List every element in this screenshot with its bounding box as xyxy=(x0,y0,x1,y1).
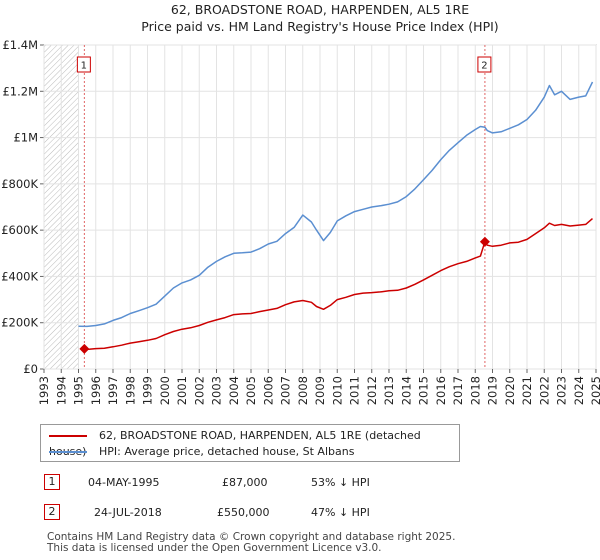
x-tick-label: 2011 xyxy=(348,376,362,405)
x-tick-label: 1996 xyxy=(89,376,103,405)
footer: Contains HM Land Registry data © Crown c… xyxy=(47,532,455,554)
sale-label-box xyxy=(76,56,91,73)
legend-line-property xyxy=(49,435,87,437)
footer-line-2: This data is licensed under the Open Gov… xyxy=(47,542,382,554)
legend-item-property: 62, BROADSTONE ROAD, HARPENDEN, AL5 1RE … xyxy=(49,428,459,458)
x-tick-label: 2002 xyxy=(192,376,206,405)
price-chart: 62, BROADSTONE ROAD, HARPENDEN, AL5 1RE … xyxy=(1,2,600,405)
sale-row: 1 04-MAY-1995 £87,000 53% ↓ HPI xyxy=(44,474,404,492)
series-line xyxy=(84,218,593,351)
x-tick-label: 2009 xyxy=(313,376,327,405)
sale-hpi: 47% ↓ HPI xyxy=(311,506,370,519)
y-tick-label: £0 xyxy=(23,362,38,376)
x-tick-label: 2014 xyxy=(399,376,413,405)
x-tick-label: 2010 xyxy=(330,376,344,405)
x-tick-label: 2008 xyxy=(296,376,310,405)
x-tick-label: 2006 xyxy=(261,376,275,405)
x-tick-label: 1995 xyxy=(72,376,86,405)
x-tick-label: 2022 xyxy=(537,376,551,405)
legend-line-hpi xyxy=(49,451,87,453)
chart-subtitle: Price paid vs. HM Land Registry's House … xyxy=(141,19,498,34)
x-tick-label: 2021 xyxy=(520,376,534,405)
x-tick-label: 2013 xyxy=(382,376,396,405)
y-tick-label: £1.4M xyxy=(2,38,38,52)
sale-hpi: 53% ↓ HPI xyxy=(311,476,370,489)
x-tick-label: 1998 xyxy=(123,376,137,405)
legend: 62, BROADSTONE ROAD, HARPENDEN, AL5 1RE … xyxy=(40,424,460,462)
x-tick-label: 2017 xyxy=(451,376,465,405)
sale-date: 24-JUL-2018 xyxy=(94,506,162,519)
sale-point xyxy=(79,343,90,354)
x-tick-label: 2024 xyxy=(572,376,586,405)
sale-badge: 2 xyxy=(44,504,60,520)
y-tick-label: £400K xyxy=(1,269,38,283)
sale-label: 1 xyxy=(81,61,87,72)
x-tick-label: 2025 xyxy=(589,376,600,405)
y-tick-label: £800K xyxy=(1,177,38,191)
sale-date: 04-MAY-1995 xyxy=(88,476,160,489)
x-tick-label: 1993 xyxy=(37,376,51,405)
series-line xyxy=(78,81,594,328)
sale-price: £550,000 xyxy=(217,506,270,519)
footer-line-1: Contains HM Land Registry data © Crown c… xyxy=(47,531,456,543)
x-tick-label: 1997 xyxy=(106,376,120,405)
x-tick-label: 1994 xyxy=(54,376,68,405)
sale-price: £87,000 xyxy=(222,476,268,489)
x-tick-label: 2016 xyxy=(434,376,448,405)
x-tick-label: 2020 xyxy=(503,376,517,405)
legend-label-hpi: HPI: Average price, detached house, St A… xyxy=(99,445,355,458)
sale-label: 2 xyxy=(481,61,487,72)
y-tick-label: £1.2M xyxy=(2,84,38,98)
sale-row: 2 24-JUL-2018 £550,000 47% ↓ HPI xyxy=(44,504,404,522)
x-tick-label: 2001 xyxy=(175,376,189,405)
sale-point xyxy=(479,236,490,247)
x-tick-label: 2023 xyxy=(555,376,569,405)
x-tick-label: 2018 xyxy=(468,376,482,405)
y-tick-label: £600K xyxy=(1,223,38,237)
sale-label-box xyxy=(477,56,492,73)
x-tick-label: 2012 xyxy=(365,376,379,405)
y-tick-label: £1M xyxy=(13,131,38,145)
x-tick-label: 2003 xyxy=(210,376,224,405)
sale-badge: 1 xyxy=(44,474,60,490)
x-tick-label: 2015 xyxy=(417,376,431,405)
x-tick-label: 2005 xyxy=(244,376,258,405)
x-tick-label: 2000 xyxy=(158,376,172,405)
x-tick-label: 1999 xyxy=(141,376,155,405)
y-tick-label: £200K xyxy=(1,316,38,330)
x-tick-label: 2004 xyxy=(227,376,241,405)
chart-title: 62, BROADSTONE ROAD, HARPENDEN, AL5 1RE xyxy=(171,2,469,17)
legend-item-hpi: HPI: Average price, detached house, St A… xyxy=(49,444,354,460)
x-tick-label: 2007 xyxy=(279,376,293,405)
x-tick-label: 2019 xyxy=(486,376,500,405)
